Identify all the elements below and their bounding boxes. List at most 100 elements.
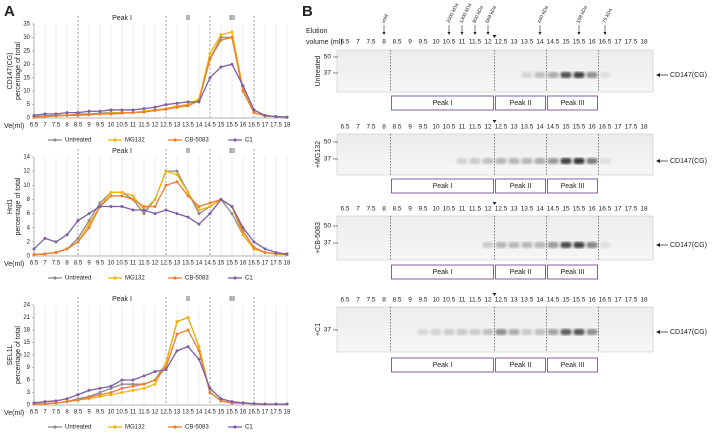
x-tick-label: 6.5 xyxy=(30,123,39,129)
data-point xyxy=(98,391,102,394)
data-point xyxy=(109,205,113,208)
lane-label: 8 xyxy=(382,206,386,213)
series-line xyxy=(33,36,288,118)
data-point xyxy=(164,169,168,173)
data-point xyxy=(65,233,69,237)
lane-label: 10.5 xyxy=(443,297,456,304)
data-point xyxy=(252,240,256,244)
lane-label: 18 xyxy=(640,206,648,213)
protein-band xyxy=(456,329,468,335)
x-tick-label: 12.5 xyxy=(160,261,172,267)
x-axis-label: Ve(ml) xyxy=(4,261,24,268)
data-point xyxy=(76,219,80,223)
peak-box-label: Peak I xyxy=(433,362,453,369)
peak-label: II xyxy=(186,148,190,155)
protein-band xyxy=(560,329,572,335)
peak-box xyxy=(547,264,598,280)
x-tick-label: 14 xyxy=(196,123,203,129)
x-tick-label: 13 xyxy=(174,261,181,267)
peak-label: III xyxy=(229,148,235,155)
data-point xyxy=(175,173,179,177)
legend-label: CB-5083 xyxy=(185,425,209,431)
lane-label: 16 xyxy=(588,39,596,46)
lane-label: 12 xyxy=(484,39,492,46)
data-point xyxy=(274,115,278,119)
lane-label: 12 xyxy=(484,206,492,213)
x-tick-label: 7.5 xyxy=(52,123,61,129)
lane-label: 12.5 xyxy=(495,124,508,131)
peak-box-label: Peak I xyxy=(433,269,453,276)
x-tick-label: 15.5 xyxy=(226,123,238,129)
peak-label: III xyxy=(229,296,235,303)
data-point xyxy=(186,316,190,319)
data-point xyxy=(76,393,80,397)
data-point xyxy=(186,345,190,349)
lane-label: 11 xyxy=(459,206,466,213)
x-tick-label: 16 xyxy=(240,410,247,416)
x-tick-label: 13.5 xyxy=(182,410,194,416)
data-point xyxy=(252,111,256,115)
peak-box xyxy=(495,178,546,194)
x-tick-label: 10 xyxy=(108,123,115,129)
data-point xyxy=(208,201,212,205)
band-arrowhead xyxy=(656,159,660,163)
row-label: +C1 xyxy=(315,323,322,336)
marker-arrowhead xyxy=(447,32,451,35)
y-axis-label: Hrd1 xyxy=(7,199,14,214)
protein-band xyxy=(534,329,546,335)
data-point xyxy=(32,247,36,251)
data-point xyxy=(285,402,289,406)
lane-label: 12.5 xyxy=(495,297,508,304)
data-point xyxy=(87,219,91,223)
protein-band xyxy=(534,242,546,248)
data-point xyxy=(197,212,201,216)
peak-label: Peak I xyxy=(112,148,132,155)
elution-label: Elution xyxy=(306,28,328,35)
data-point xyxy=(285,115,289,119)
lane-label: 18 xyxy=(640,124,648,131)
protein-band xyxy=(599,158,611,164)
protein-band xyxy=(534,158,546,164)
data-point xyxy=(241,401,245,405)
data-point xyxy=(142,374,146,378)
lane-label: 8.5 xyxy=(392,206,401,213)
data-point xyxy=(131,378,135,382)
data-point xyxy=(230,212,234,216)
lane-label: 14.5 xyxy=(547,124,560,131)
data-point xyxy=(87,388,91,392)
data-point xyxy=(120,391,124,394)
x-tick-label: 13.5 xyxy=(182,123,194,129)
data-point xyxy=(87,226,91,230)
protein-band xyxy=(508,158,520,164)
legend-label: Untreated xyxy=(65,138,91,144)
lane-arrowhead xyxy=(492,293,497,296)
data-point xyxy=(65,111,69,115)
size-marker: 440 kDa xyxy=(537,5,550,25)
x-tick-label: 16 xyxy=(240,123,247,129)
data-point xyxy=(219,397,223,401)
protein-band xyxy=(430,329,442,335)
data-point xyxy=(131,194,135,198)
legend-marker xyxy=(233,276,237,280)
x-tick-label: 15.5 xyxy=(226,410,238,416)
lane-label: 9 xyxy=(408,297,412,304)
data-point xyxy=(252,402,256,406)
data-point xyxy=(219,399,223,403)
data-point xyxy=(32,113,36,117)
band-label: CD147(CG) xyxy=(670,242,707,249)
x-tick-label: 6.5 xyxy=(30,410,39,416)
data-point xyxy=(197,100,201,104)
lane-label: 9 xyxy=(408,124,412,131)
legend-label: CB-5083 xyxy=(185,276,209,282)
y-axis-label: SEL1L xyxy=(7,344,14,365)
data-point xyxy=(197,222,201,226)
x-tick-label: 7.5 xyxy=(52,410,61,416)
lane-label: 13.5 xyxy=(521,206,534,213)
series-line xyxy=(33,31,288,118)
legend-marker xyxy=(233,138,237,142)
data-point xyxy=(274,402,278,406)
data-point xyxy=(197,345,201,349)
protein-band xyxy=(495,329,507,335)
legend-label: Untreated xyxy=(65,425,91,431)
lane-label: 6.5 xyxy=(340,124,349,131)
